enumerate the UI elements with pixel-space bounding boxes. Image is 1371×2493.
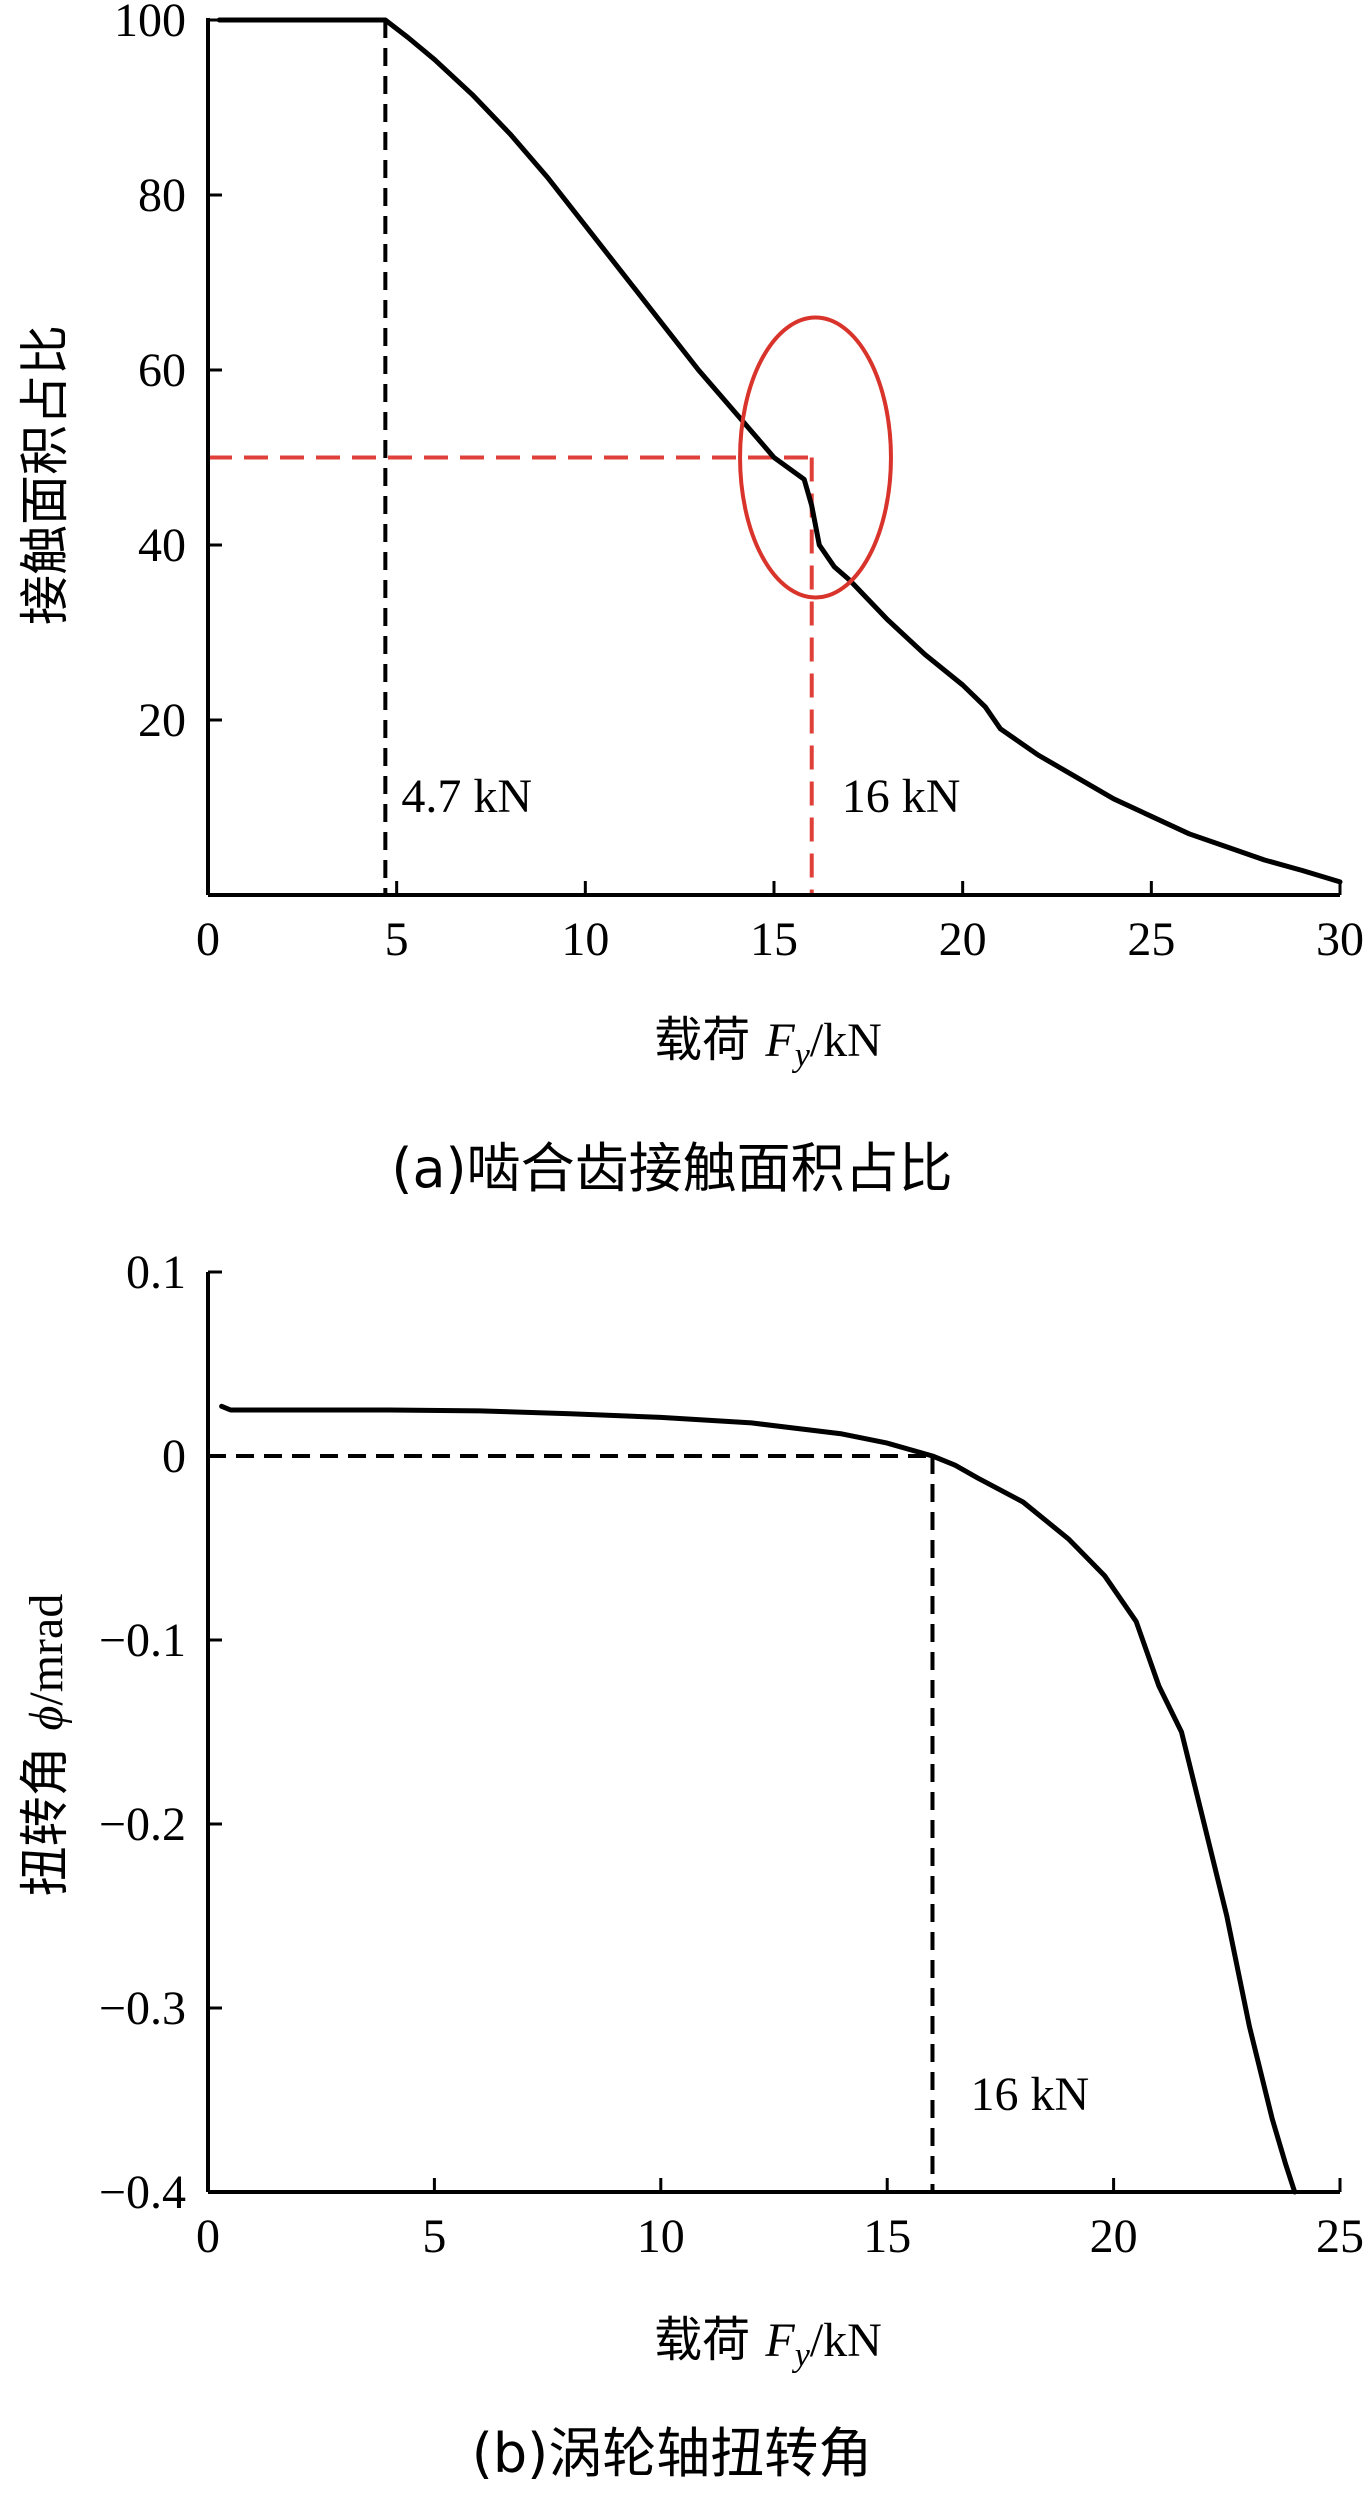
panel-b-y-tick-label: −0.2 xyxy=(99,1798,186,1851)
marker-label-16kn: 16 kN xyxy=(970,2068,1089,2121)
panel-b-axes xyxy=(206,1272,1340,2194)
panel-a-x-tick-label: 30 xyxy=(1316,913,1364,966)
panel-a-highlight-ellipse xyxy=(738,315,893,600)
panel-a-x-tick-label: 5 xyxy=(385,913,409,966)
panel-a-x-tick-label: 25 xyxy=(1127,913,1175,966)
panel-a-x-ticks: 0 5 10 15 20 25 30 xyxy=(196,881,1364,966)
panel-b-y-tick-label: −0.1 xyxy=(99,1614,186,1667)
panel-b-x-tick-label: 15 xyxy=(863,2210,911,2263)
panel-b-y-ticks: 0.1 0 −0.1 −0.2 −0.3 −0.4 xyxy=(99,1246,222,2219)
panel-a-area-ratio-line xyxy=(216,17,1343,885)
panel-b-x-ticks: 0 5 10 15 20 25 xyxy=(196,2178,1364,2263)
panel-a-chart: 0 5 10 15 20 25 30 20 40 60 80 100 4.7 kN 16 kN 接触面… xyxy=(16,0,1364,1200)
panel-a-y-tick-label: 40 xyxy=(138,519,186,572)
panel-b-x-tick-label: 10 xyxy=(637,2210,685,2263)
panel-a-x-tick-label: 15 xyxy=(750,913,798,966)
panel-b-marker-labels: 16 kN xyxy=(970,2068,1089,2121)
panel-a-y-ticks: 20 40 60 80 100 xyxy=(114,0,222,747)
panel-b-caption: (b)涡轮轴扭转角 xyxy=(472,2422,872,2485)
panel-a-caption: (a)啮合齿接触面积占比 xyxy=(391,1137,952,1200)
panel-b-y-tick-label: −0.3 xyxy=(99,1982,186,2035)
panel-b-y-tick-label: −0.4 xyxy=(99,2166,186,2219)
panel-a-marker-labels: 4.7 kN 16 kN xyxy=(401,770,960,823)
marker-label-16kn: 16 kN xyxy=(842,770,961,823)
panel-b-chart: 0 5 10 15 20 25 0.1 0 −0.1 −0.2 −0.3 −0.4 16 kN 扭转… xyxy=(16,1246,1364,2485)
panel-b-x-tick-label: 25 xyxy=(1316,2210,1364,2263)
panel-b-y-tick-label: 0 xyxy=(162,1430,186,1483)
panel-a-marker-lines xyxy=(208,20,814,895)
panel-b-torsion-angle-line xyxy=(219,1403,1298,2195)
panel-a-y-tick-label: 100 xyxy=(114,0,186,47)
panel-b-y-tick-label: 0.1 xyxy=(126,1246,186,1299)
panel-a-y-tick-label: 60 xyxy=(138,344,186,397)
panel-a-y-tick-label: 80 xyxy=(138,169,186,222)
panel-a-x-tick-label: 10 xyxy=(561,913,609,966)
panel-a-x-axis-label: 载荷 Fy/kN xyxy=(654,1012,882,1074)
panel-a-x-tick-label: 0 xyxy=(196,913,220,966)
panel-a-x-tick-label: 20 xyxy=(939,913,987,966)
panel-a-y-axis-label: 接触面积占比 xyxy=(16,325,74,625)
panel-b-x-tick-label: 20 xyxy=(1090,2210,1138,2263)
panel-b-x-tick-label: 5 xyxy=(422,2210,446,2263)
panel-b-x-axis-label: 载荷 Fy/kN xyxy=(654,2312,882,2374)
panel-a-y-tick-label: 20 xyxy=(138,694,186,747)
panel-b-y-axis-label: 扭转角 ϕ/mrad xyxy=(16,1594,74,1897)
panel-b-marker-lines xyxy=(208,1454,935,2192)
panel-b-x-tick-label: 0 xyxy=(196,2210,220,2263)
marker-label-4-7kn: 4.7 kN xyxy=(401,770,532,823)
